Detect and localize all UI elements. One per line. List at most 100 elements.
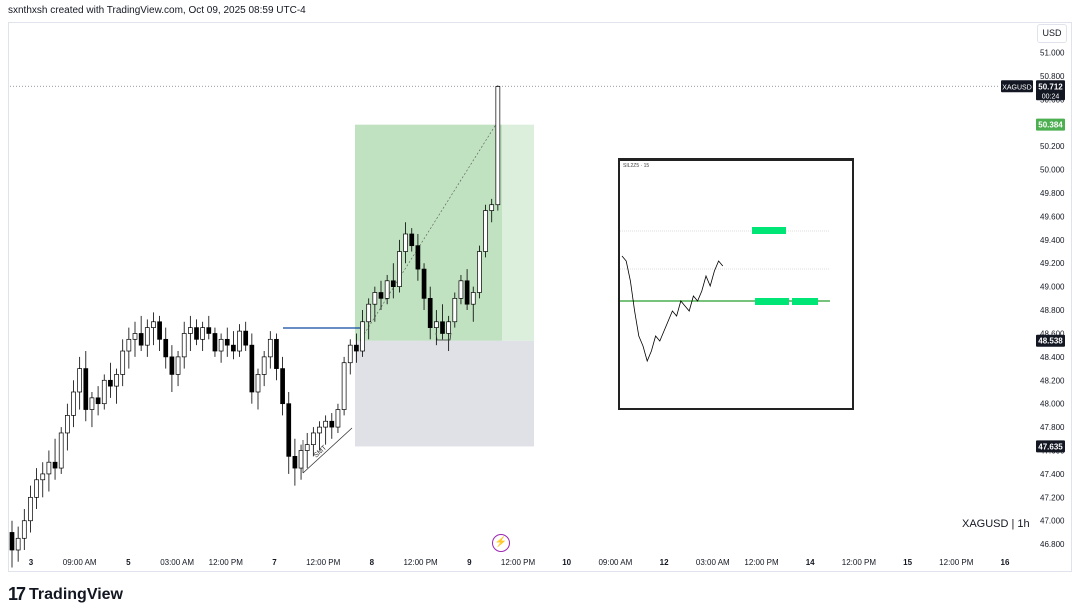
candle-body bbox=[114, 374, 119, 387]
candle-body bbox=[58, 432, 64, 469]
price-tag-countdown: 00:24 bbox=[1042, 93, 1060, 100]
candle-body bbox=[101, 379, 107, 405]
candle-body bbox=[495, 86, 501, 206]
candle-body bbox=[231, 344, 236, 352]
x-tick-label: 12:00 PM bbox=[209, 558, 244, 567]
x-tick-label: 03:00 AM bbox=[160, 558, 194, 567]
candle-body bbox=[188, 327, 193, 334]
candle-body bbox=[64, 415, 70, 434]
y-tick-label: 48.000 bbox=[1040, 400, 1065, 409]
x-tick-label: 09:00 AM bbox=[63, 558, 97, 567]
smt-line bbox=[302, 427, 353, 474]
price-tag-value: 48.538 bbox=[1038, 337, 1063, 346]
candle-body bbox=[329, 420, 335, 428]
candle-body bbox=[378, 292, 384, 299]
candle-body bbox=[194, 327, 199, 340]
y-tick-label: 48.800 bbox=[1040, 306, 1065, 315]
flash-icon[interactable]: ⚡ bbox=[492, 534, 510, 552]
x-tick-label: 12:00 PM bbox=[842, 558, 877, 567]
x-tick-label: 5 bbox=[126, 558, 131, 567]
inset-green-label bbox=[752, 227, 786, 234]
candle-body bbox=[489, 204, 495, 211]
candle-body bbox=[415, 245, 421, 270]
price-tag bbox=[1036, 440, 1065, 453]
y-tick-label: 47.200 bbox=[1040, 493, 1065, 502]
candle-body bbox=[397, 251, 402, 287]
symbol-tag bbox=[1001, 80, 1033, 93]
candle-body bbox=[83, 368, 89, 410]
candle-body bbox=[243, 330, 249, 346]
x-tick-label: 9 bbox=[467, 558, 472, 567]
candle-body bbox=[212, 333, 218, 352]
candle-body bbox=[249, 344, 255, 393]
y-tick-label: 49.000 bbox=[1040, 283, 1065, 292]
x-tick-label: 09:00 AM bbox=[598, 558, 632, 567]
y-tick-label: 50.800 bbox=[1040, 72, 1065, 81]
x-tick-label: 10 bbox=[562, 558, 571, 567]
candle-body bbox=[390, 280, 396, 287]
candle-body bbox=[372, 292, 378, 305]
candle-body bbox=[206, 327, 212, 334]
symbol-interval-label: XAGUSD | 1h bbox=[962, 518, 1030, 530]
candle-body bbox=[434, 321, 439, 328]
candle-body bbox=[421, 268, 427, 299]
y-tick-label: 49.200 bbox=[1040, 259, 1065, 268]
candle-body bbox=[120, 350, 126, 375]
loss-zone bbox=[355, 340, 534, 447]
price-tag bbox=[1036, 80, 1065, 101]
candle-body bbox=[298, 450, 304, 469]
candle-body bbox=[384, 280, 390, 299]
y-tick-label: 48.600 bbox=[1040, 329, 1065, 338]
x-tick-label: 03:00 AM bbox=[696, 558, 730, 567]
candle-body bbox=[157, 321, 162, 340]
inset-price-line bbox=[621, 255, 724, 363]
candle-body bbox=[360, 321, 365, 352]
x-tick-label: 12:00 PM bbox=[306, 558, 341, 567]
x-tick-label: 12:00 PM bbox=[403, 558, 438, 567]
candle-body bbox=[126, 338, 132, 352]
position-path-line bbox=[359, 122, 498, 341]
tradingview-logo[interactable]: 17 TradingView bbox=[8, 584, 123, 605]
y-tick-label: 47.800 bbox=[1040, 423, 1065, 432]
candle-body bbox=[409, 233, 415, 247]
symbol-tag-label: XAGUSD bbox=[1002, 84, 1032, 91]
x-tick-label: 7 bbox=[272, 558, 277, 567]
price-tag-value: 50.712 bbox=[1038, 82, 1063, 91]
candle-body bbox=[274, 338, 279, 369]
x-tick-label: 16 bbox=[1001, 558, 1010, 567]
currency-label[interactable]: USD bbox=[1037, 24, 1067, 43]
y-tick-label: 48.400 bbox=[1040, 353, 1065, 362]
x-tick-label: 8 bbox=[370, 558, 375, 567]
candle-body bbox=[286, 403, 292, 457]
candle-body bbox=[132, 333, 138, 340]
inset-chart bbox=[620, 227, 830, 363]
candle-body bbox=[28, 496, 33, 522]
x-tick-label: 14 bbox=[806, 558, 815, 567]
price-tag-value: 47.635 bbox=[1038, 442, 1063, 451]
x-tick-label: 3 bbox=[29, 558, 34, 567]
candle-body bbox=[464, 280, 470, 305]
candle-body bbox=[261, 356, 267, 375]
candle-body bbox=[323, 420, 328, 428]
price-tag bbox=[1036, 334, 1065, 347]
y-tick-label: 50.000 bbox=[1040, 166, 1065, 175]
candle-body bbox=[77, 368, 83, 393]
candle-body bbox=[470, 292, 476, 305]
y-tick-label: 49.600 bbox=[1040, 212, 1065, 221]
price-tag bbox=[1036, 118, 1065, 131]
x-tick-label: 12:00 PM bbox=[501, 558, 536, 567]
candle-body bbox=[15, 537, 21, 551]
candle-body bbox=[311, 432, 316, 446]
candle-body bbox=[237, 330, 242, 352]
candle-body bbox=[458, 280, 464, 299]
candle-body bbox=[138, 333, 144, 346]
candle-body bbox=[335, 409, 341, 428]
candle-body bbox=[21, 520, 27, 539]
y-tick-label: 51.000 bbox=[1040, 49, 1065, 58]
candle-body bbox=[483, 210, 488, 252]
candle-body bbox=[34, 479, 39, 498]
x-tick-label: 12:00 PM bbox=[939, 558, 974, 567]
candle-body bbox=[71, 391, 76, 416]
y-tick-label: 47.000 bbox=[1040, 517, 1065, 526]
